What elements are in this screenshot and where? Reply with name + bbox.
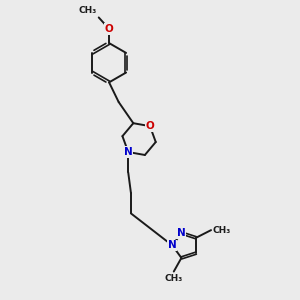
- Text: O: O: [105, 24, 113, 34]
- Text: N: N: [177, 228, 186, 238]
- Text: CH₃: CH₃: [165, 274, 183, 283]
- Text: N: N: [168, 241, 177, 250]
- Text: CH₃: CH₃: [78, 6, 97, 15]
- Text: N: N: [124, 147, 133, 157]
- Text: CH₃: CH₃: [213, 226, 231, 235]
- Text: methoxy: methoxy: [98, 15, 103, 16]
- Text: O: O: [146, 121, 154, 131]
